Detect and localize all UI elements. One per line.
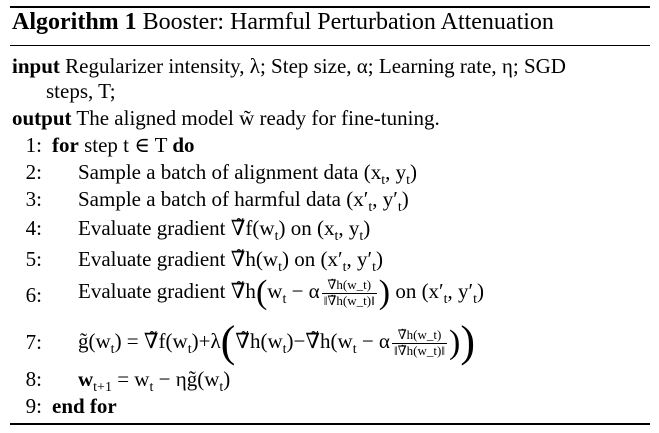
for-keyword: for — [52, 133, 79, 157]
step-number: 6: — [25, 283, 42, 307]
step-number: 4: — [25, 216, 42, 240]
step-7: 7: g̃(wt) = ∇̃f(wt)+λ(∇̃h(wt)−∇̃h(wt − α… — [12, 320, 652, 364]
step-number: 8: — [25, 367, 42, 391]
step-text: Sample a batch of harmful data (x′t, y′t… — [78, 187, 409, 216]
end-for-keyword: end for — [52, 394, 117, 418]
input-line-2: steps, T; — [46, 81, 116, 102]
step-text: Sample a batch of alignment data (xt, yt… — [78, 160, 418, 189]
input-text-2: steps, T; — [46, 79, 116, 103]
output-keyword: output — [12, 106, 72, 130]
step-text: step t ∈ T — [84, 133, 168, 157]
normalized-gradient-fraction: ∇̃h(w_t) ‖∇̃h(w_t)‖ — [321, 277, 377, 308]
input-keyword: input — [12, 54, 60, 78]
step-number: 3: — [25, 187, 42, 211]
output-line: output The aligned model w̃ ready for fi… — [12, 108, 440, 129]
step-6: 6: Evaluate gradient ∇̃h(wt − α ∇̃h(w_t) ‖… — [12, 276, 642, 316]
step-text: g̃(wt) = ∇̃f(wt)+λ(∇̃h(wt)−∇̃h(wt − α ∇̃h… — [78, 317, 475, 366]
step-text: wt+1 = wt − ηg̃(wt) — [78, 367, 231, 396]
algorithm-label: Algorithm 1 — [12, 9, 137, 35]
step-text: Evaluate gradient ∇̃h(wt) on (x′t, y′t) — [78, 247, 383, 276]
bottom-rule — [10, 423, 650, 425]
step-number: 9: — [25, 394, 42, 418]
title-rule — [10, 45, 650, 46]
normalized-gradient-fraction: ∇̃h(w_t) ‖∇̃h(w_t)‖ — [391, 327, 447, 358]
input-line: input Regularizer intensity, λ; Step siz… — [12, 56, 566, 77]
step-text: Evaluate gradient ∇̃f(wt) on (xt, yt) — [78, 216, 371, 245]
input-text: Regularizer intensity, λ; Step size, α; … — [65, 54, 566, 78]
step-number: 2: — [25, 160, 42, 184]
step-number: 7: — [25, 330, 42, 354]
top-rule — [10, 6, 650, 8]
step-number: 5: — [25, 247, 42, 271]
step-number: 1: — [25, 133, 42, 157]
output-text: The aligned model w̃ ready for fine-tuni… — [76, 106, 440, 130]
step-text: Evaluate gradient ∇̃h(wt − α ∇̃h(w_t) ‖∇̃h… — [78, 274, 485, 311]
algorithm-title: Algorithm 1 Booster: Harmful Perturbatio… — [12, 9, 554, 36]
algorithm-name: Booster: Harmful Perturbation Attenuatio… — [142, 9, 554, 35]
do-keyword: do — [172, 133, 195, 157]
